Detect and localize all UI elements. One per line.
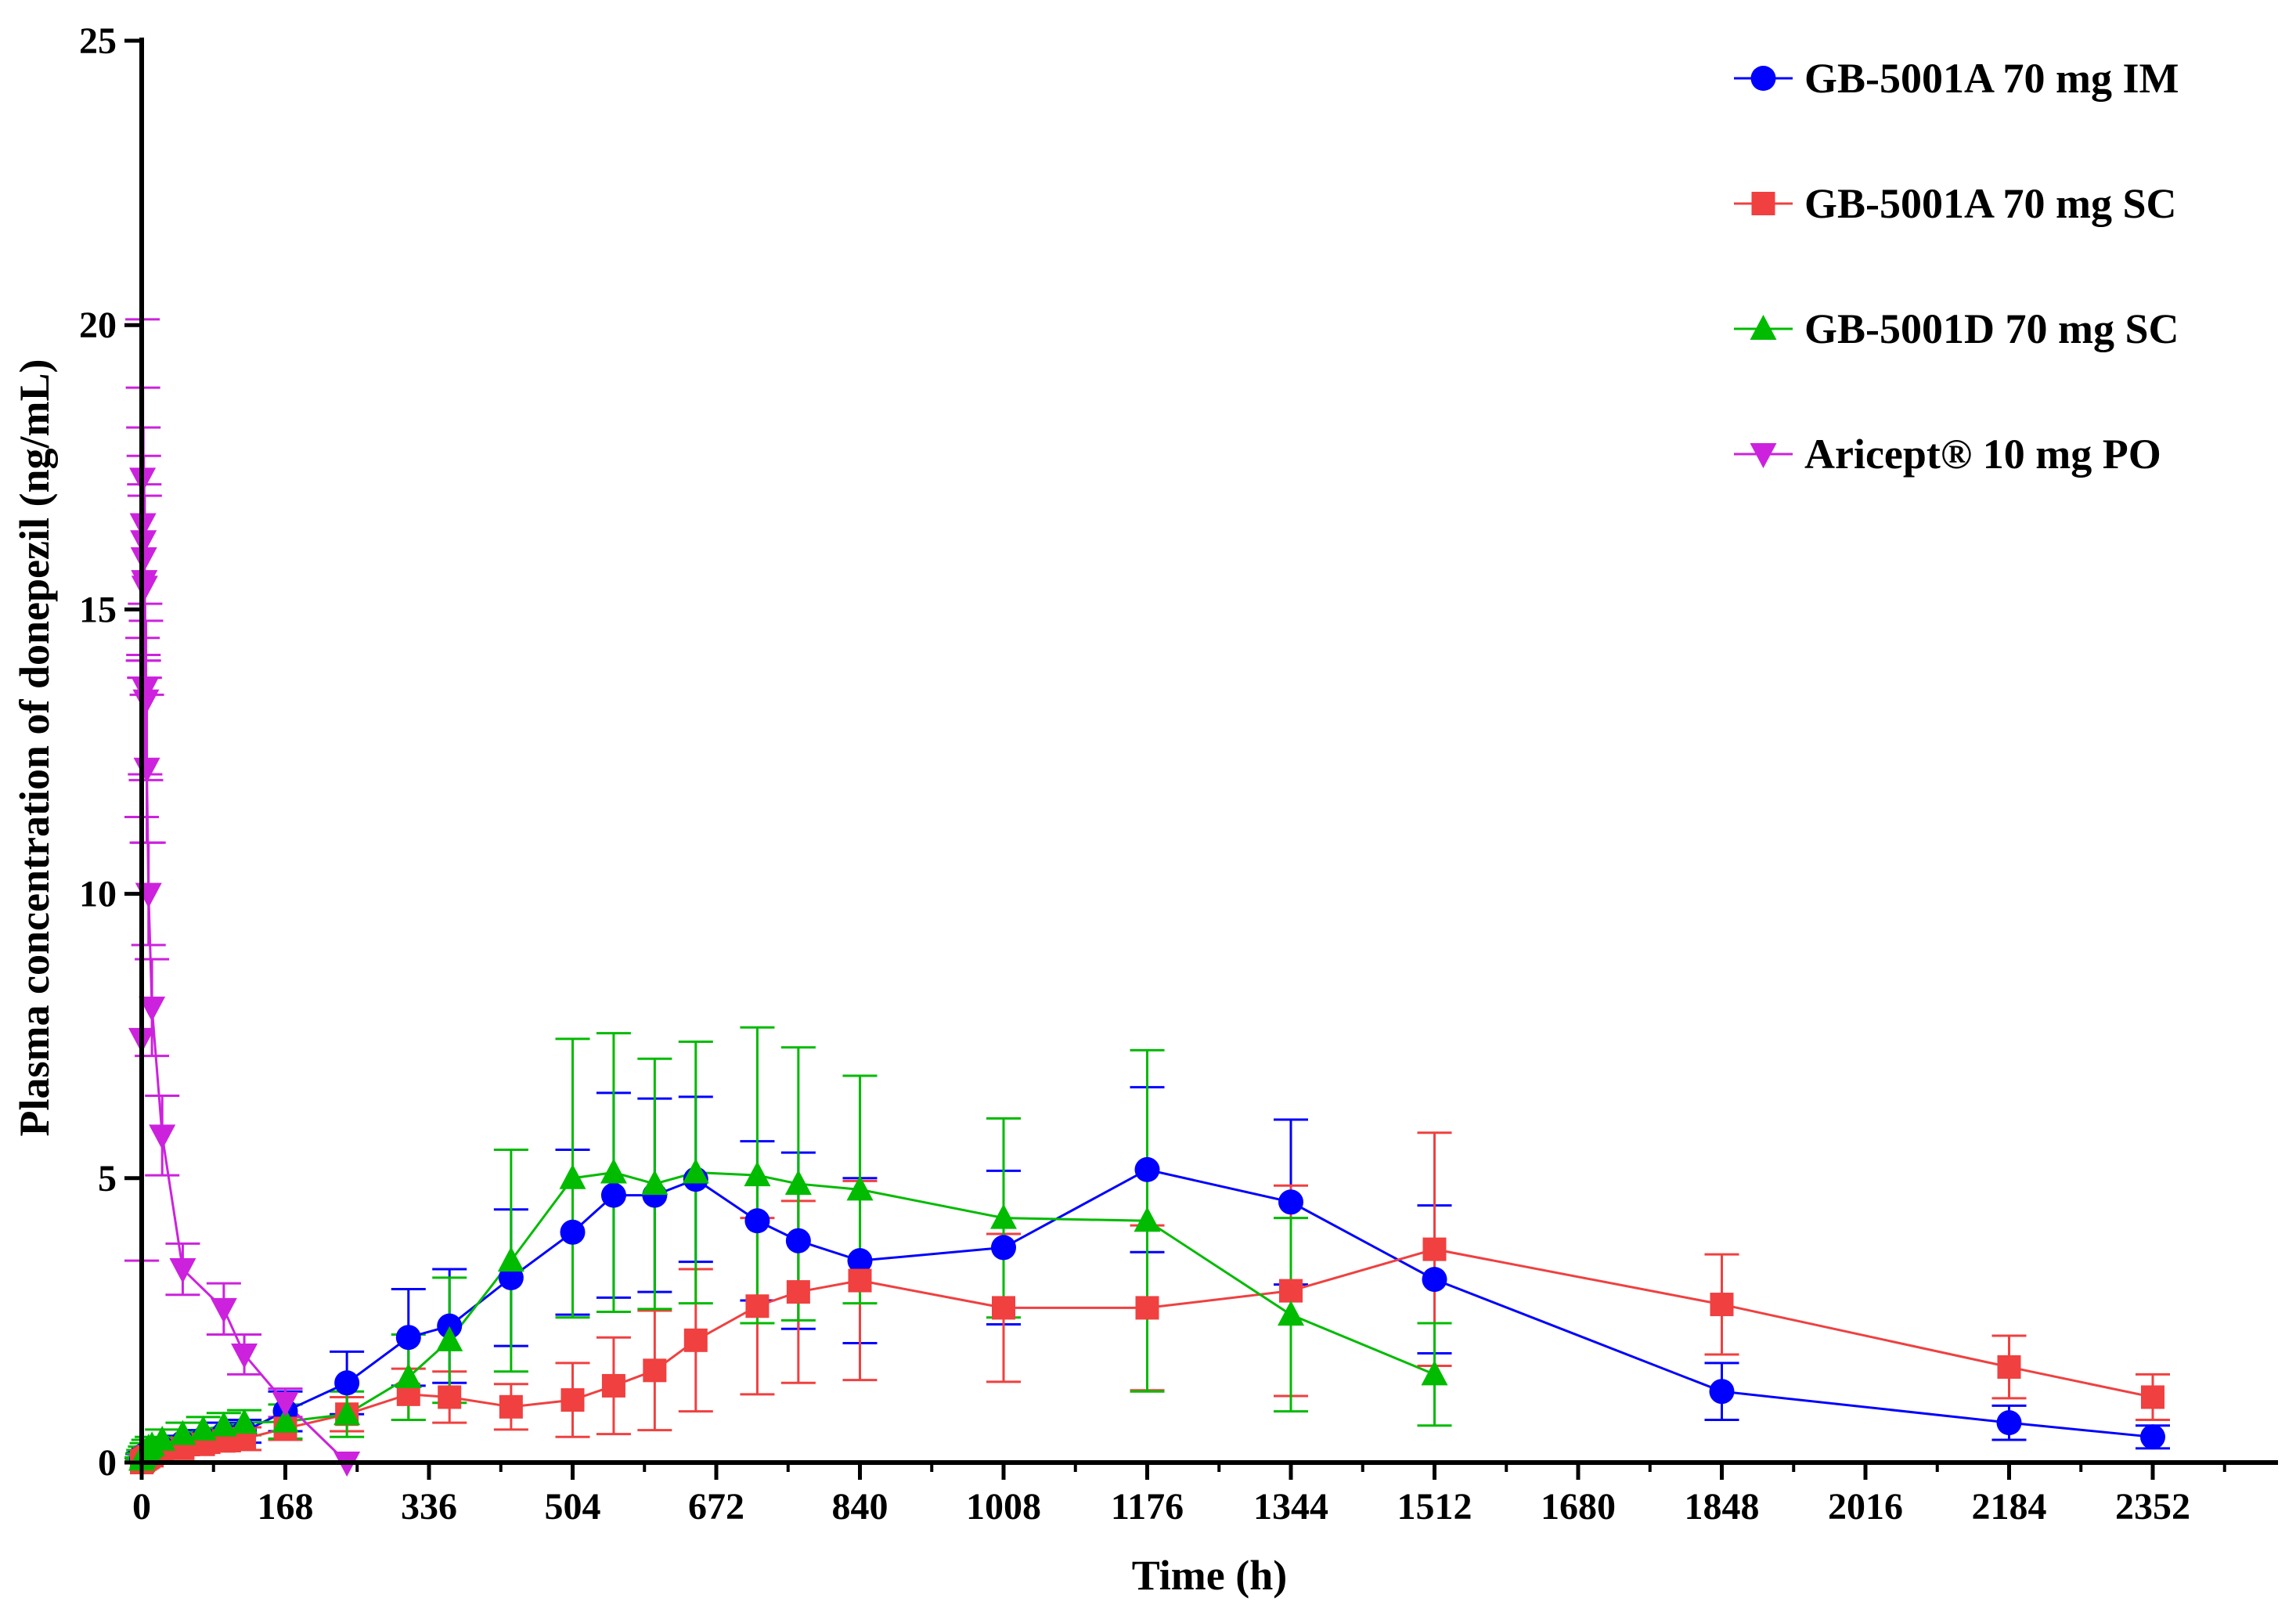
series-4-point xyxy=(149,1124,176,1150)
series-1-point xyxy=(847,1248,873,1274)
series-3-point xyxy=(189,1415,217,1441)
x-tick-label: 2184 xyxy=(1972,1486,2047,1528)
legend-label: GB-5001A 70 mg IM xyxy=(1804,55,2179,102)
series-3-point xyxy=(497,1246,524,1272)
series-3-point xyxy=(1278,1300,1304,1326)
series-1-point xyxy=(2140,1424,2165,1450)
series-2-point xyxy=(499,1394,523,1419)
series-2-point xyxy=(1422,1237,1447,1261)
series-3-point xyxy=(682,1158,709,1184)
y-axis-title: Plasma concentration of donepezil (ng/mL… xyxy=(11,359,58,1137)
series-1-point xyxy=(1996,1410,2022,1436)
y-tick-label: 20 xyxy=(79,305,117,346)
series-3-point xyxy=(333,1400,361,1426)
series-3-point xyxy=(231,1409,258,1434)
axis-ticks: 0 168 336 504 672 840 1008 1176 1344 1512 1680 1848… xyxy=(79,20,2226,1528)
series-3-point xyxy=(990,1203,1017,1229)
series-2-point xyxy=(1135,1296,1159,1320)
x-tick-label: 2352 xyxy=(2115,1486,2190,1528)
series-3-point xyxy=(1134,1207,1161,1232)
series-2-point xyxy=(1710,1293,1734,1317)
series-1-point xyxy=(395,1325,421,1351)
y-tick-label: 0 xyxy=(98,1442,117,1484)
series-1-point xyxy=(600,1182,626,1208)
y-tick-label: 10 xyxy=(79,874,117,915)
series-2-point xyxy=(2141,1385,2164,1409)
series-2-point xyxy=(643,1358,667,1383)
series-4-point xyxy=(131,575,158,601)
series-3-point xyxy=(600,1158,627,1184)
legend-marker xyxy=(1750,315,1777,340)
legend-marker xyxy=(1750,443,1777,468)
x-tick-label: 1344 xyxy=(1253,1486,1328,1528)
x-tick-label: 1848 xyxy=(1685,1486,1760,1528)
series-4-point xyxy=(272,1391,299,1417)
series-3-point xyxy=(846,1175,874,1201)
series-1-point xyxy=(1278,1189,1303,1215)
series-3-point xyxy=(272,1407,299,1433)
series-3-point xyxy=(395,1363,422,1389)
series-2-point xyxy=(601,1373,625,1398)
legend: GB-5001A 70 mg IM GB-5001A 70 mg SC GB-500… xyxy=(1734,55,2179,478)
x-tick-label: 336 xyxy=(401,1486,457,1528)
series-1-point xyxy=(1422,1267,1447,1293)
series-1-point xyxy=(785,1228,811,1253)
series-3-point xyxy=(744,1161,771,1187)
x-tick-label: 0 xyxy=(132,1486,151,1528)
x-tick-label: 168 xyxy=(258,1486,314,1528)
series-4-point xyxy=(132,689,160,715)
series-2-point xyxy=(1279,1279,1303,1303)
series-3-point xyxy=(436,1326,463,1351)
x-axis-title: Time (h) xyxy=(1132,1552,1288,1599)
legend-marker xyxy=(1751,192,1775,215)
series-1-point xyxy=(991,1235,1016,1261)
x-tick-label: 1008 xyxy=(966,1486,1041,1528)
x-tick-label: 504 xyxy=(545,1486,601,1528)
series-2-point xyxy=(1997,1354,2021,1379)
series-3-point xyxy=(641,1170,669,1196)
y-tick-label: 25 xyxy=(79,20,117,62)
legend-marker xyxy=(1750,66,1776,91)
series-2-point xyxy=(560,1388,585,1412)
series-3-point xyxy=(784,1170,812,1196)
series-markers xyxy=(128,467,2165,1477)
series-1-point xyxy=(334,1370,360,1396)
series-2-point xyxy=(786,1280,810,1304)
x-tick-label: 672 xyxy=(688,1486,744,1528)
series-1-point xyxy=(560,1219,586,1245)
error-bars xyxy=(124,318,2170,1464)
legend-label: GB-5001D 70 mg SC xyxy=(1804,305,2179,352)
x-tick-label: 1176 xyxy=(1111,1486,1184,1528)
series-4-line xyxy=(140,478,348,1464)
series-2-point xyxy=(438,1385,462,1409)
axes xyxy=(139,38,2278,1465)
series-2-point xyxy=(683,1328,708,1352)
series-3-point xyxy=(210,1411,237,1437)
legend-label: GB-5001A 70 mg SC xyxy=(1804,180,2177,227)
legend-label: Aricept® 10 mg PO xyxy=(1804,431,2161,478)
x-tick-label: 2016 xyxy=(1828,1486,1903,1528)
x-tick-label: 1512 xyxy=(1397,1486,1472,1528)
series-1-point xyxy=(437,1313,463,1339)
series-4-point xyxy=(210,1297,237,1323)
series-4-point xyxy=(139,996,166,1022)
series-3-point xyxy=(559,1163,586,1189)
x-tick-label: 1680 xyxy=(1541,1486,1616,1528)
series-1-point xyxy=(1134,1156,1160,1182)
series-3-point xyxy=(1421,1360,1448,1386)
series-1-point xyxy=(744,1208,770,1234)
y-tick-label: 5 xyxy=(98,1158,117,1199)
series-4-point xyxy=(231,1343,258,1369)
series-1-point xyxy=(1709,1379,1735,1405)
series-4-point xyxy=(169,1258,196,1284)
series-3-point xyxy=(169,1419,196,1445)
y-tick-label: 15 xyxy=(79,589,117,630)
series-2-point xyxy=(992,1296,1015,1320)
x-tick-label: 840 xyxy=(832,1486,888,1528)
series-2-point xyxy=(848,1268,872,1293)
series-3-point xyxy=(149,1425,176,1451)
series-2-point xyxy=(745,1294,770,1318)
